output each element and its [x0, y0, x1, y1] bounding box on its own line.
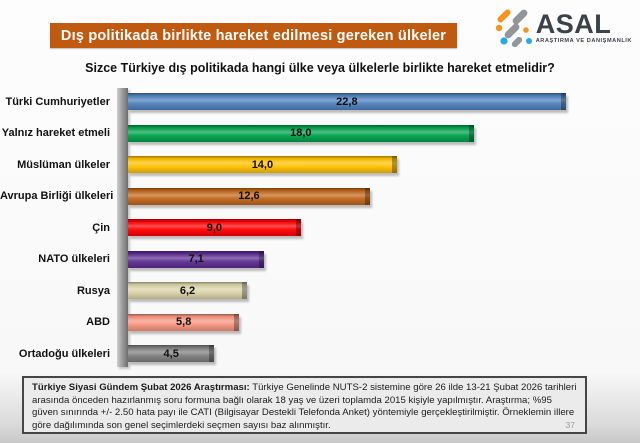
bar-track: 6,2 [128, 282, 640, 299]
value-bar: 22,8 [128, 93, 566, 110]
asal-logo: ASAL ARAŞTIRMA VE DANIŞMANLIK [493, 7, 632, 47]
value-label: 12,6 [238, 190, 260, 202]
footer-note-body: Türkiye Genelinde NUTS-2 sistemine göre … [32, 382, 577, 431]
value-bar: 18,0 [128, 124, 474, 142]
value-bar: 6,2 [128, 282, 248, 299]
value-label: 5,8 [176, 316, 192, 328]
axis-wall [117, 88, 128, 367]
bar-chart: Türki Cumhuriyetler 22,8 Yalnız hareket et… [0, 88, 640, 372]
category-label: Ortadoğu ülkeleri [18, 347, 110, 360]
bar-track: 14,0 [128, 156, 640, 173]
value-bar: 7,1 [128, 250, 265, 268]
value-label: 14,0 [251, 158, 274, 171]
chart-row: Avrupa Birliği ülkeleri 12,6 [0, 187, 640, 205]
asal-logo-text: ASAL ARAŞTIRMA VE DANIŞMANLIK [535, 8, 632, 44]
category-label: Türki Cumhuriyetler [5, 95, 110, 108]
value-label: 22,8 [336, 95, 358, 108]
bar-track: 7,1 [128, 250, 640, 268]
footer-note-box: Türkiye Siyasi Gündem Şubat 2026 Araştır… [22, 376, 587, 434]
chart-row: NATO ülkeleri 7,1 [0, 250, 640, 268]
bar-track: 22,8 [128, 93, 640, 110]
category-label: Rusya [76, 284, 110, 297]
asal-logo-icon [495, 9, 532, 47]
value-bar: 12,6 [128, 187, 370, 205]
chart-row: Türki Cumhuriyetler 22,8 [0, 93, 640, 110]
category-label: ABD [86, 316, 110, 328]
value-bar: 9,0 [128, 219, 301, 236]
value-label: 6,2 [179, 284, 196, 297]
chart-row: Rusya 6,2 [0, 282, 640, 299]
bar-track: 12,6 [128, 187, 640, 205]
category-label: Yalnız hareket etmeli [1, 127, 110, 139]
chart-row: ABD 5,8 [0, 313, 640, 331]
bar-track: 5,8 [128, 313, 640, 331]
category-label: NATO ülkeleri [38, 253, 110, 265]
chart-row: Ortadoğu ülkeleri 4,5 [0, 345, 640, 362]
header-banner: Dış politikada birlikte hareket edilmesi… [50, 23, 457, 48]
value-bar: 4,5 [128, 345, 215, 362]
asal-logo-name: ASAL [535, 8, 612, 39]
category-label: Müslüman ülkeler [17, 158, 110, 171]
asal-logo-subtitle: ARAŞTIRMA VE DANIŞMANLIK [535, 37, 632, 44]
page-number: 37 [565, 420, 575, 430]
chart-row: Çin 9,0 [0, 219, 640, 236]
footer-note-title: Türkiye Siyasi Gündem Şubat 2026 Araştır… [32, 382, 250, 393]
chart-row: Yalnız hareket etmeli 18,0 [0, 124, 640, 142]
bar-track: 9,0 [128, 219, 640, 236]
page-title: Dış politikada birlikte hareket edilmesi… [60, 27, 447, 44]
category-label: Avrupa Birliği ülkeleri [0, 190, 114, 202]
survey-question: Sizce Türkiye dış politikada hangi ülke … [85, 61, 555, 75]
value-label: 4,5 [163, 347, 179, 360]
footer-note: Türkiye Siyasi Gündem Şubat 2026 Araştır… [32, 382, 577, 432]
value-label: 7,1 [188, 253, 204, 265]
chart-row: Müslüman ülkeler 14,0 [0, 156, 640, 173]
value-label: 18,0 [290, 127, 312, 139]
bar-track: 4,5 [128, 345, 640, 362]
chart-rows: Türki Cumhuriyetler 22,8 Yalnız hareket et… [0, 93, 640, 362]
value-bar: 5,8 [128, 313, 240, 331]
value-bar: 14,0 [128, 156, 397, 173]
bar-track: 18,0 [128, 124, 640, 142]
value-label: 9,0 [206, 221, 223, 234]
category-label: Çin [92, 221, 110, 234]
